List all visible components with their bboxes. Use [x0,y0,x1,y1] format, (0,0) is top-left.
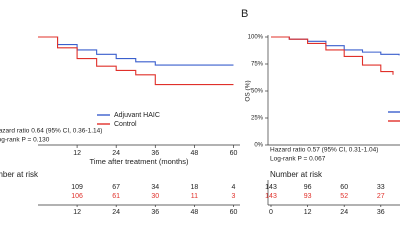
risk-table-title: Number at risk [270,170,323,179]
risk-table-time: 48 [190,209,198,216]
y-tick-label: 75% [251,62,264,68]
annotation: Log-rank P = 0.130 [0,137,50,144]
x-tick-label: 36 [151,150,159,157]
risk-count: 34 [151,184,159,191]
risk-count: 60 [340,184,348,191]
risk-table-time: 36 [151,209,159,216]
risk-count: 61 [112,193,120,200]
x-tick-label: 12 [73,150,81,157]
x-tick-label: 24 [112,150,120,157]
risk-table-time: 12 [73,209,81,216]
risk-count: 109 [71,184,83,191]
annotation: Hazard ratio 0.64 (95% CI, 0.36-1.14) [0,128,102,135]
risk-count: 27 [377,193,385,200]
legend-label: Adjuvant HAIC [114,112,160,119]
y-tick-label: 25% [251,116,264,122]
x-tick-label: 48 [190,150,198,157]
risk-table-time: 24 [340,209,348,216]
risk-table-time: 36 [377,209,385,216]
legend-label: Control [114,121,137,128]
x-tick-label: 60 [230,150,238,157]
risk-count: 4 [232,184,236,191]
risk-count: 52 [340,193,348,200]
survival-curve [38,36,234,66]
risk-count: 11 [191,193,198,200]
risk-table-time: 60 [230,209,238,216]
risk-count: 67 [112,184,120,191]
y-tick-label: 100% [248,35,264,41]
risk-count: 30 [151,193,159,200]
survival-curve [38,36,234,86]
panel-label: B [241,8,248,20]
y-tick-label: 50% [251,89,264,95]
y-axis-label: OS (%) [245,80,252,101]
annotation: Log-rank P = 0.067 [270,156,326,163]
risk-count: 96 [304,184,312,191]
risk-table-time: 24 [112,209,120,216]
survival-curve [271,36,400,56]
risk-count: 33 [377,184,385,191]
survival-curve [271,36,394,75]
x-axis-label: Time after treatment (months) [90,157,189,166]
risk-count: 106 [71,193,83,200]
risk-table-title: Number at risk [0,170,39,179]
annotation: Hazard ratio 0.57 (95% CI, 0.31-1.04) [270,147,378,154]
y-tick-label: 0% [254,143,263,149]
risk-count: 143 [265,193,277,200]
risk-count: 3 [232,193,236,200]
figure: 12 24 36 48 60 Time after treatment (months) A… [0,8,400,216]
risk-count: 18 [190,184,198,191]
risk-table-time: 12 [304,209,312,216]
risk-count: 93 [304,193,312,200]
risk-table-time: 0 [269,209,273,216]
risk-count: 143 [265,184,277,191]
